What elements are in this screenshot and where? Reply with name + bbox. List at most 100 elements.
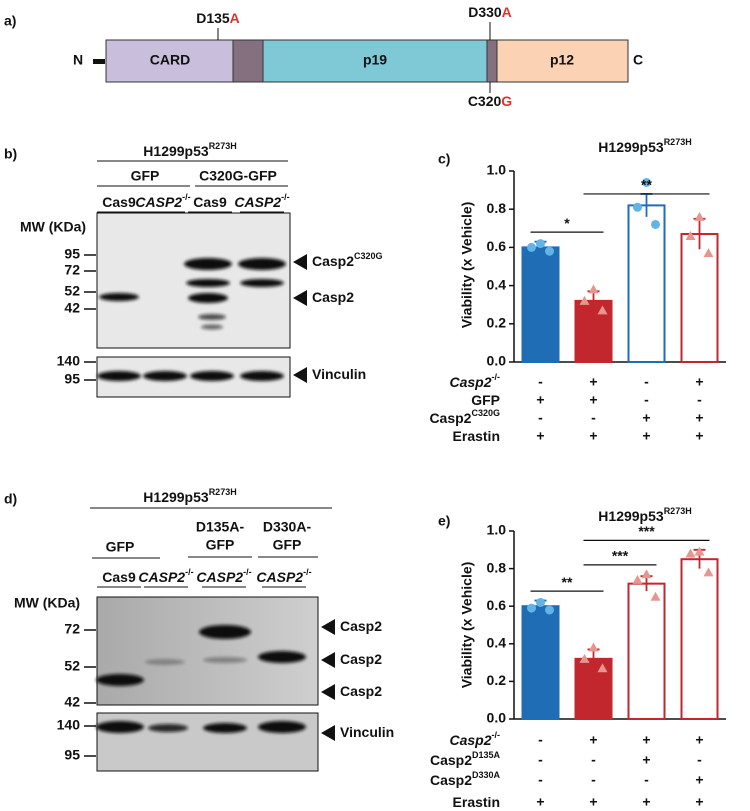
condition-label: Erastin — [453, 428, 500, 444]
data-point — [579, 295, 590, 305]
condition-mark: - — [538, 772, 543, 788]
data-point — [633, 202, 642, 212]
mutation: A — [230, 10, 240, 26]
text-main: Erastin — [453, 794, 500, 810]
arrow-label: Vinculin — [340, 724, 394, 740]
y-axis-label: Viability (x Vehicle) — [459, 562, 475, 689]
condition-mark: + — [695, 794, 703, 810]
condition-mark: + — [642, 794, 650, 810]
superscript: R273H — [209, 141, 237, 151]
condition-mark: + — [589, 392, 597, 408]
arrow-label: Vinculin — [312, 366, 366, 382]
arrow-label: Casp2 — [340, 651, 382, 667]
blot-b — [96, 212, 291, 398]
superscript: -/- — [182, 192, 191, 202]
site-label: D330A — [468, 4, 512, 20]
band — [148, 724, 188, 732]
data-point — [703, 248, 714, 258]
group-label: D135A- — [196, 519, 245, 535]
mw-marker: 72 — [64, 621, 80, 637]
linker — [232, 39, 264, 83]
group-label: C320G-GFP — [199, 168, 277, 184]
text-main: CASP2 — [135, 194, 182, 210]
panel-label: d) — [4, 491, 17, 507]
text-main: H1299p53 — [598, 508, 664, 524]
data-point — [651, 219, 660, 229]
condition-mark: + — [536, 794, 544, 810]
arrow — [321, 684, 335, 700]
blot — [96, 596, 319, 706]
mutation: A — [502, 4, 512, 20]
condition-mark: - — [538, 410, 543, 426]
arrow — [293, 290, 307, 306]
data-point — [579, 653, 590, 663]
arrow — [293, 367, 307, 383]
y-tick-label: 0.2 — [487, 672, 507, 688]
condition-mark: + — [589, 732, 597, 748]
data-point — [527, 603, 536, 613]
blot-title: H1299p53R273H — [143, 487, 236, 504]
significance-label: ** — [562, 574, 573, 590]
p12-domain — [496, 39, 629, 83]
mw-marker: 52 — [64, 283, 80, 299]
superscript: D135A — [472, 750, 501, 760]
data-point — [545, 605, 554, 615]
text-main: H1299p53 — [598, 139, 664, 155]
band — [203, 657, 247, 663]
bar — [680, 558, 719, 721]
lane-label: CASP2-/- — [138, 567, 193, 584]
text-main: Casp2 — [340, 651, 382, 667]
band — [240, 279, 284, 287]
condition-mark: + — [536, 392, 544, 408]
text-main: Casp2 — [429, 410, 471, 426]
data-point — [694, 546, 705, 556]
data-point — [588, 642, 599, 652]
significance-label: *** — [638, 523, 655, 539]
data-point — [685, 230, 696, 240]
condition-mark: - — [591, 410, 596, 426]
superscript: -/- — [492, 372, 501, 382]
domain-label: CARD — [150, 52, 190, 68]
band — [99, 293, 139, 301]
condition-mark: - — [697, 392, 702, 408]
domain-diagram — [93, 22, 629, 93]
text-main: Cas9 — [102, 194, 136, 210]
group-label: GFP — [273, 537, 302, 553]
condition-mark: + — [695, 732, 703, 748]
superscript: D330A — [472, 770, 501, 780]
mw-marker: 42 — [64, 694, 80, 710]
condition-mark: + — [589, 794, 597, 810]
y-axis-label: Viability (x Vehicle) — [459, 202, 475, 329]
text-main: Cas9 — [193, 194, 227, 210]
superscript: -/- — [243, 567, 252, 577]
condition-label: Erastin — [453, 794, 500, 810]
superscript: R273H — [209, 487, 237, 497]
data-point — [632, 574, 643, 584]
y-tick-label: 0.2 — [487, 315, 507, 331]
condition-mark: + — [695, 772, 703, 788]
condition-mark: + — [695, 410, 703, 426]
condition-mark: - — [591, 772, 596, 788]
band — [96, 674, 144, 686]
blot-d — [96, 596, 319, 772]
band — [199, 625, 251, 639]
condition-mark: - — [697, 752, 702, 768]
text-main: GFP — [471, 392, 500, 408]
superscript: R273H — [664, 137, 692, 147]
mw-marker: 42 — [64, 300, 80, 316]
terminus-label: C — [633, 52, 643, 68]
band — [258, 651, 306, 663]
arrow — [321, 725, 335, 741]
lane-label: Cas9 — [193, 194, 227, 210]
lane-label: Cas9 — [102, 569, 136, 585]
text-main: Erastin — [453, 428, 500, 444]
linker — [486, 39, 498, 83]
band — [240, 371, 284, 381]
bar — [680, 233, 719, 363]
data-point — [694, 211, 705, 221]
condition-mark: + — [642, 732, 650, 748]
mutation: G — [501, 93, 512, 109]
data-point — [641, 569, 652, 579]
data-point — [685, 548, 696, 558]
data-point — [527, 242, 536, 252]
